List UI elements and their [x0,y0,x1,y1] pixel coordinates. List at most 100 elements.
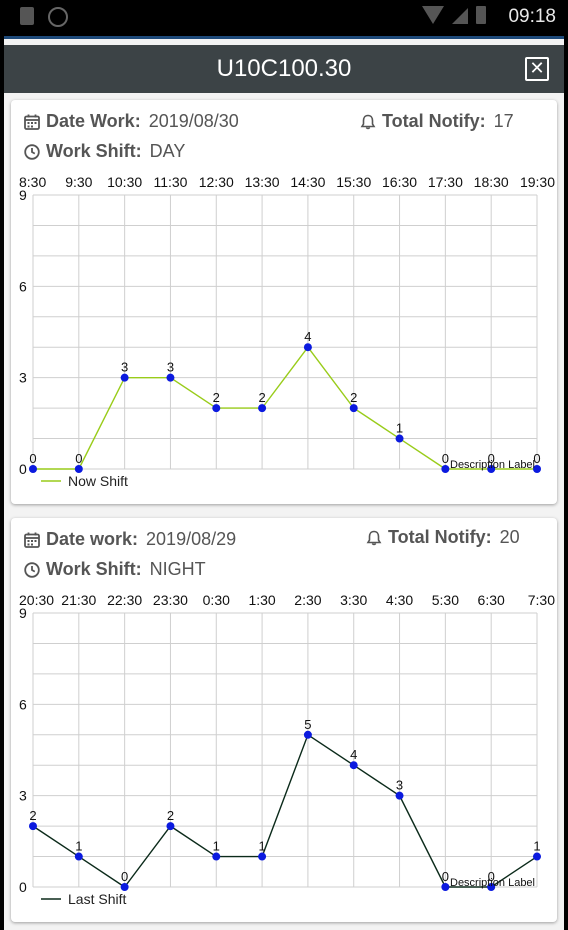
x-tick-label: 23:30 [153,592,188,608]
x-tick-label: 19:30 [520,174,555,190]
data-label: 3 [396,778,403,793]
clock-icon [24,561,40,578]
data-point [74,465,83,473]
legend-label: Now Shift [68,473,128,489]
series-line [33,346,537,470]
date-work-row: Date Work: 2019/08/30 [24,111,239,132]
data-point [395,791,404,800]
data-point [303,343,312,352]
work-shift-value: DAY [149,141,186,161]
data-point [349,404,358,413]
y-tick-label: 9 [19,187,27,203]
total-notify-label: Total Notify: [382,111,486,131]
data-label: 2 [213,390,220,405]
data-point [166,373,175,382]
x-tick-label: 16:30 [382,174,417,190]
x-tick-label: 22:30 [107,592,142,608]
data-point [74,852,83,861]
calendar-icon [24,114,40,130]
now-shift-chart: 8:30 9:30 10:30 11:30 12:30 13:30 14:30 15:30 16… [19,174,555,489]
data-point [349,761,358,770]
date-work-value: 2019/08/30 [148,111,239,131]
work-shift-row: Work Shift: DAY [24,141,185,162]
y-tick-label: 6 [19,696,27,712]
total-notify-row: Total Notify: 17 [360,111,514,132]
data-point [258,404,267,413]
x-tick-label: 12:30 [199,174,234,190]
data-point [166,822,175,831]
date-work-row: Date work: 2019/08/29 [24,529,236,550]
data-label: 0 [442,451,449,466]
data-label: 1 [396,421,403,436]
data-label: 0 [533,451,540,466]
last-shift-chart: 20:30 21:30 22:30 23:30 0:30 1:30 2:30 3:30 4:30… [19,592,555,907]
x-tick-label: 9:30 [65,174,92,190]
notification-icons [20,7,68,27]
calendar-icon [24,532,40,548]
data-label: 4 [350,747,357,762]
status-bar: 09:18 [0,0,568,32]
y-tick-label: 0 [19,879,27,895]
date-work-label: Date Work: [46,111,141,131]
data-label: 1 [213,839,220,854]
date-work-value: 2019/08/29 [146,529,237,549]
total-notify-value: 17 [493,111,514,131]
close-button[interactable]: ✕ [525,57,549,81]
battery-icon [476,6,486,24]
y-tick-label: 9 [19,605,27,621]
data-point [120,883,129,891]
data-label: 4 [304,329,311,344]
x-tick-label: 11:30 [153,174,187,190]
data-label: 1 [533,839,540,854]
close-icon: ✕ [529,58,545,78]
data-point [533,465,541,473]
data-point [395,434,404,443]
y-tick-label: 3 [19,370,27,386]
system-icons [422,6,486,24]
x-tick-label: 5:30 [432,592,459,608]
dialog: U10C100.30 ✕ Date Work: 2019/08/30 Total… [4,36,564,930]
legend-label: Last Shift [68,891,126,907]
x-tick-label: 13:30 [245,174,280,190]
data-label: 1 [258,839,265,854]
bell-icon [360,114,376,129]
work-shift-row: Work Shift: NIGHT [24,559,206,580]
bell-icon [366,530,382,545]
data-label: 2 [350,390,357,405]
work-shift-label: Work Shift: [46,141,142,161]
data-point [487,465,496,473]
data-point [258,852,267,861]
data-point [441,883,450,891]
data-label: 0 [442,869,449,884]
date-work-label: Date work: [46,529,139,549]
data-label: 2 [29,808,36,823]
dialog-title: U10C100.30 [216,55,352,82]
x-tick-label: 17:30 [428,174,463,190]
data-point [29,822,37,831]
dialog-titlebar: U10C100.30 ✕ [4,45,564,93]
x-tick-label: 21:30 [61,592,96,608]
x-tick-label: 0:30 [203,592,230,608]
data-label: 0 [121,869,128,884]
data-point [212,852,221,861]
x-tick-label: 3:30 [340,592,367,608]
y-tick-label: 0 [19,461,27,477]
data-point [533,852,541,861]
x-tick-label: 1:30 [248,592,275,608]
data-label: 3 [121,360,128,375]
description-label: Description Label [450,877,535,889]
total-notify-value: 20 [499,527,520,547]
data-point [303,730,312,739]
data-label: 0 [75,451,82,466]
x-tick-label: 7:30 [528,592,555,608]
data-label: 0 [488,869,495,884]
x-tick-label: 2:30 [294,592,321,608]
x-tick-label: 14:30 [290,174,325,190]
sync-icon [48,7,68,27]
data-label: 2 [258,390,265,405]
description-label: Description Label [450,459,535,471]
x-tick-label: 10:30 [107,174,142,190]
data-label: 5 [304,717,311,732]
work-shift-value: NIGHT [149,559,206,579]
x-tick-label: 15:30 [336,174,371,190]
